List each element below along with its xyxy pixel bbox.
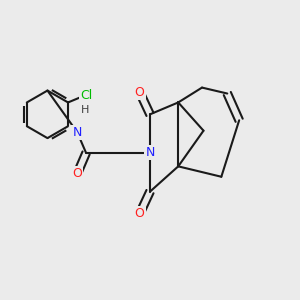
Text: O: O xyxy=(135,207,145,220)
Text: Cl: Cl xyxy=(80,88,92,101)
Text: N: N xyxy=(73,126,82,139)
Text: N: N xyxy=(145,146,155,160)
Text: O: O xyxy=(135,85,145,98)
Text: H: H xyxy=(80,105,89,115)
Text: O: O xyxy=(72,167,82,180)
